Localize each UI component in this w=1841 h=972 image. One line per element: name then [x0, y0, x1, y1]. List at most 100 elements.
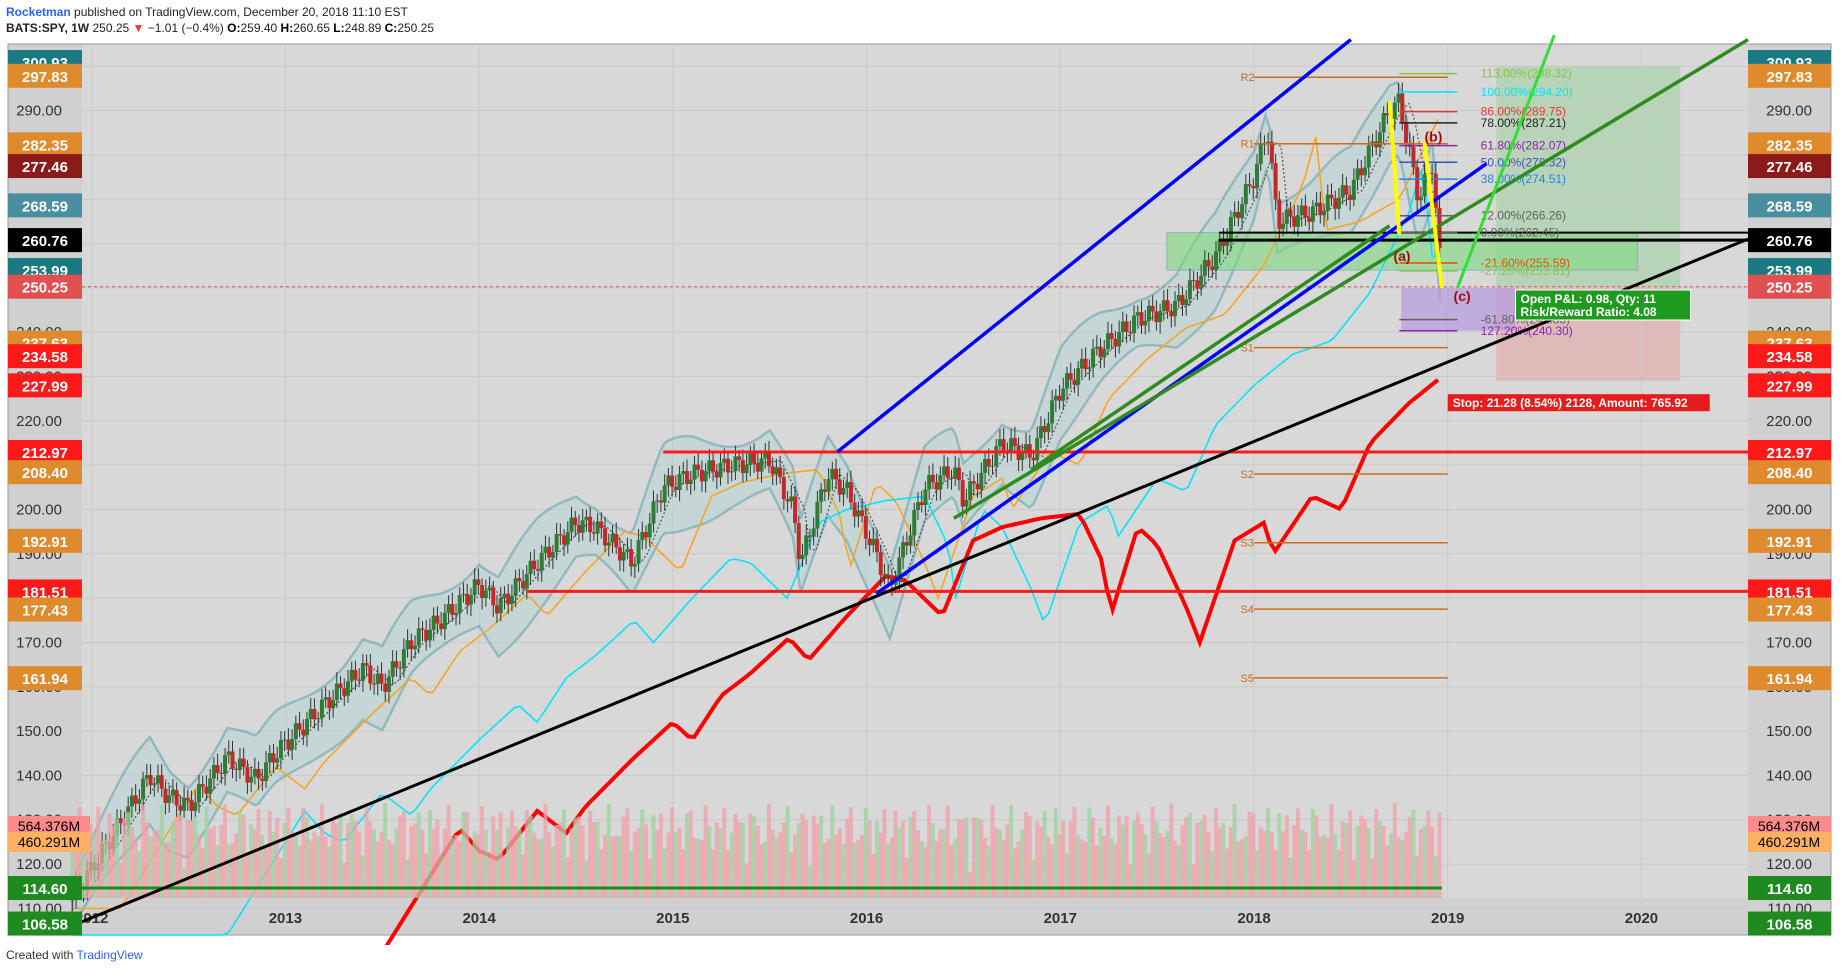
candle-body — [223, 755, 228, 774]
right-price-scale — [1748, 44, 1831, 935]
candle-body — [1057, 395, 1062, 401]
volume-bar — [804, 820, 809, 898]
candle-body — [994, 446, 999, 466]
volume-bar — [256, 809, 261, 898]
volume-bar — [1132, 820, 1137, 898]
fib-label: 113.00%(298.32) — [1481, 67, 1572, 81]
volume-bar — [208, 828, 213, 898]
volume-bar — [1314, 815, 1319, 898]
volume-bar — [1430, 826, 1435, 898]
volume-label-left: 460.291M — [18, 834, 80, 850]
volume-bar — [1117, 815, 1122, 898]
volume-bar — [942, 829, 947, 898]
candle-body — [1396, 93, 1401, 103]
volume-bar — [349, 814, 354, 898]
candle-body — [1176, 295, 1181, 301]
volume-bar — [837, 828, 842, 898]
price-level-label-right: 192.91 — [1767, 534, 1813, 551]
candle-body — [774, 467, 779, 475]
volume-bar — [338, 813, 343, 898]
candle-body — [185, 797, 190, 800]
candle-body — [133, 795, 138, 804]
volume-bar — [1392, 803, 1397, 898]
candle-body — [342, 688, 347, 696]
x-tick-label: 2020 — [1625, 910, 1658, 927]
price-level-label-right: 297.83 — [1767, 69, 1813, 86]
volume-bar — [502, 855, 507, 898]
candle-body — [152, 783, 157, 786]
candle-body — [468, 595, 473, 605]
price-level-label-left: 277.46 — [22, 159, 68, 176]
author-link[interactable]: Rocketman — [6, 5, 71, 19]
candle-body — [1336, 197, 1341, 209]
volume-bar — [580, 825, 585, 898]
volume-bar — [1247, 811, 1252, 898]
candle-body — [204, 786, 209, 794]
price-level-label-left: 250.25 — [22, 280, 68, 297]
volume-bar — [729, 832, 734, 898]
candle-body — [264, 762, 269, 781]
volume-bar — [1087, 807, 1092, 898]
candle-body — [286, 739, 291, 750]
candle-body — [431, 615, 436, 630]
volume-bar — [107, 813, 112, 898]
price-level-label-left: 260.76 — [22, 233, 68, 250]
candle-body — [308, 709, 313, 719]
candle-body — [454, 613, 459, 615]
volume-bar — [193, 816, 198, 898]
volume-bar — [975, 817, 980, 898]
tradingview-logo-link[interactable]: TradingView — [76, 948, 143, 962]
volume-bar — [1407, 816, 1412, 898]
candle-body — [178, 805, 183, 811]
volume-bar — [1266, 807, 1271, 898]
volume-bar — [781, 822, 786, 898]
price-level-label-right-bg — [1748, 373, 1831, 398]
candle-body — [688, 479, 693, 485]
volume-bar — [1277, 813, 1282, 898]
candle-body — [785, 499, 790, 502]
candle-body — [1355, 168, 1360, 180]
volume-bar — [647, 858, 652, 898]
candle-body — [714, 471, 719, 478]
volume-bar — [252, 829, 257, 898]
candle-body — [1240, 204, 1245, 219]
publish-line: Rocketman published on TradingView.com, … — [6, 4, 434, 20]
volume-bar — [1258, 827, 1263, 898]
volume-bar — [1173, 840, 1178, 898]
volume-bar — [565, 857, 570, 898]
volume-bar — [696, 838, 701, 898]
candle-body — [1046, 423, 1051, 433]
volume-bar — [439, 853, 444, 898]
wave-label: (a) — [1393, 248, 1410, 264]
volume-bar — [1348, 810, 1353, 898]
candle-body — [986, 458, 991, 467]
candle-body — [1128, 331, 1133, 334]
candle-body — [1247, 184, 1252, 187]
candle-body — [1165, 300, 1170, 312]
candle-body — [398, 667, 403, 669]
volume-bar — [383, 803, 388, 898]
volume-bar — [692, 837, 697, 898]
candle-body — [752, 453, 757, 464]
volume-bar — [1079, 839, 1084, 898]
candle-body — [662, 485, 667, 503]
price-level-label-right-bg — [1748, 132, 1831, 157]
volume-bar — [290, 831, 295, 898]
volume-bar — [1105, 805, 1110, 898]
candle-body — [554, 534, 559, 553]
candle-body — [1363, 167, 1368, 176]
high-value: 260.65 — [293, 21, 330, 35]
candle-body — [1430, 172, 1435, 174]
price-level-label-right-bg — [1748, 876, 1831, 901]
volume-bar — [1363, 819, 1368, 898]
candle-body — [360, 663, 365, 681]
volume-bar — [372, 828, 377, 898]
price-chart[interactable]: 110.00110.00120.00120.00130.00130.00140.… — [0, 0, 1841, 945]
volume-bar — [793, 834, 798, 898]
volume-bar — [1064, 852, 1069, 898]
candle-body — [1035, 438, 1040, 461]
volume-label-right: 460.291M — [1758, 834, 1820, 850]
candle-body — [424, 629, 429, 641]
volume-bar — [446, 805, 451, 898]
volume-bar — [1232, 804, 1237, 898]
